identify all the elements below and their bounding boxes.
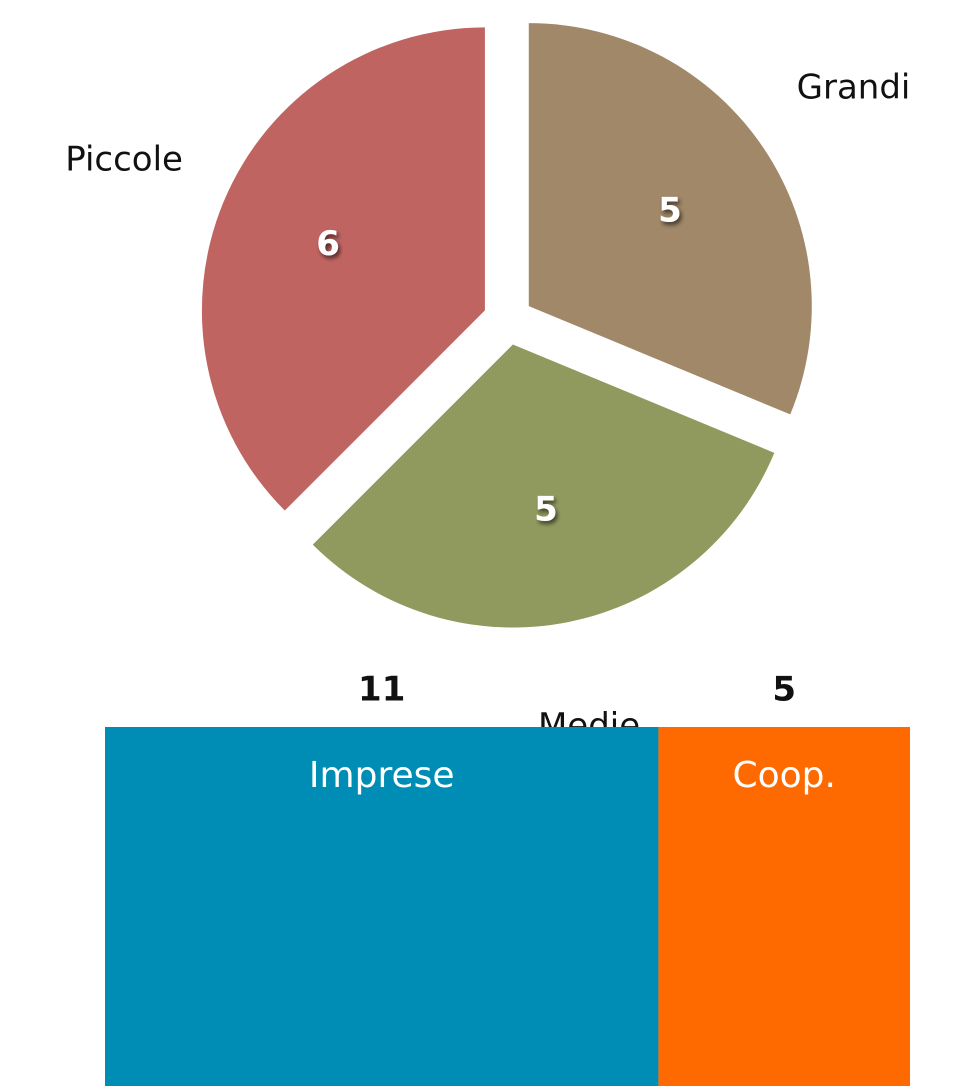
slice-label: Piccole xyxy=(65,139,183,179)
segment-label: Imprese xyxy=(309,755,455,796)
segment-value: 5 xyxy=(772,670,796,710)
slice-label: Grandi xyxy=(797,68,911,108)
pie-slice xyxy=(528,23,812,415)
segment-value: 11 xyxy=(358,670,405,710)
pie-slice xyxy=(201,27,485,511)
segment-label: Coop. xyxy=(732,755,835,796)
slice-value: 5 xyxy=(534,490,558,530)
pie-slice xyxy=(312,344,775,628)
slice-value: 6 xyxy=(316,224,340,264)
bar-segment xyxy=(658,727,910,1086)
slice-value: 5 xyxy=(658,190,682,230)
bar-segment xyxy=(105,727,659,1086)
